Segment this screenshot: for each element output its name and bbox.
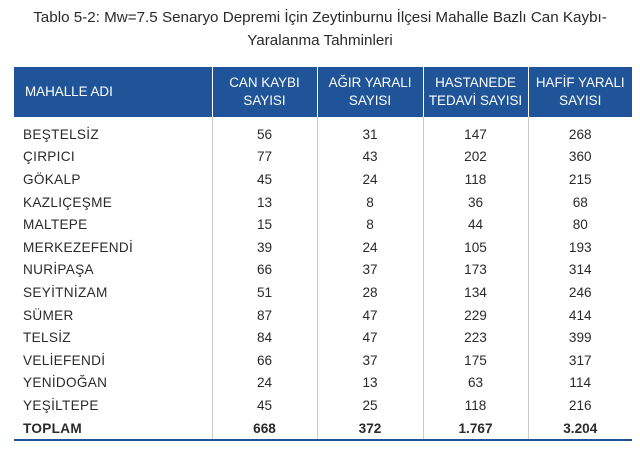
cell-hafif-yarali: 268 [568, 126, 592, 142]
cell-can-kaybi: 66 [212, 348, 318, 372]
total-can-kaybi: 668 [212, 416, 318, 442]
cell-agir-yarali: 37 [317, 258, 424, 282]
cell-hastanede: 118 [423, 394, 529, 417]
table-row: MALTEPE 15 8 44 80 [14, 213, 632, 236]
cell-mahalle: MALTEPE [14, 213, 213, 236]
cell-mahalle: BEŞTELSİZ [14, 117, 213, 146]
cell-hastanede: 173 [423, 258, 529, 282]
cell-hastanede: 202 [423, 145, 529, 169]
total-agir-yarali: 372 [317, 416, 424, 442]
cell-can-kaybi: 84 [212, 326, 318, 349]
table-row: VELİEFENDİ 66 37 175 317 [14, 348, 632, 372]
cell-can-kaybi: 77 [212, 145, 318, 169]
table-row: GÖKALP 45 24 118 215 [14, 168, 632, 191]
cell-hafif-yarali: 414 [568, 307, 592, 323]
cell-can-kaybi: 45 [212, 394, 318, 417]
cell-mahalle: TELSİZ [14, 326, 213, 349]
total-row: TOPLAM 668 372 1.767 3.204 [14, 416, 632, 442]
cell-mahalle: ÇIRPICI [14, 145, 213, 169]
caption-line-2: Yaralanma Tahminleri [247, 32, 393, 49]
cell-agir-yarali: 8 [317, 190, 424, 214]
cell-agir-yarali: 24 [317, 168, 424, 191]
table-row: SEYİTNİZAM 51 28 134 246 [14, 281, 632, 304]
cell-can-kaybi: 39 [212, 235, 318, 259]
cell-agir-yarali: 31 [317, 117, 424, 146]
header-mahalle-adi: MAHALLE ADI [14, 67, 213, 117]
cell-agir-yarali: 28 [317, 281, 424, 304]
cell-agir-yarali: 25 [317, 394, 424, 417]
table-row: BEŞTELSİZ 56 31 147 268 [14, 117, 632, 146]
cell-mahalle: GÖKALP [14, 168, 213, 191]
table-row: YENİDOĞAN 24 13 63 114 [14, 371, 632, 395]
total-hastanede: 1.767 [423, 416, 529, 442]
cell-mahalle: VELİEFENDİ [14, 348, 213, 372]
cell-hastanede: 134 [423, 281, 529, 304]
cell-mahalle: KAZLIÇEŞME [14, 190, 213, 214]
cell-hafif-yarali: 80 [572, 217, 588, 233]
cell-hastanede: 105 [423, 235, 529, 259]
header-hastanede-tedavi: HASTANEDE TEDAVİ SAYISI [423, 67, 529, 117]
cell-hafif-yarali: 215 [568, 171, 592, 187]
table-row: TELSİZ 84 47 223 399 [14, 326, 632, 349]
cell-hafif-yarali: 360 [568, 149, 592, 165]
table-caption: Tablo 5-2: Mw=7.5 Senaryo Depremi İçin Z… [0, 6, 640, 52]
cell-mahalle: SÜMER [14, 303, 213, 327]
cell-hastanede: 44 [423, 213, 529, 236]
total-label: TOPLAM [14, 416, 213, 442]
cell-agir-yarali: 13 [317, 371, 424, 395]
cell-can-kaybi: 13 [212, 190, 318, 214]
cell-hafif-yarali: 246 [568, 284, 592, 300]
table-body: BEŞTELSİZ 56 31 147 268 ÇIRPICI 77 43 20… [14, 117, 632, 442]
table-row: KAZLIÇEŞME 13 8 36 68 [14, 190, 632, 214]
casualty-estimates-table: MAHALLE ADI CAN KAYBI SAYISI AĞIR YARALI S… [14, 67, 632, 442]
table-row: ÇIRPICI 77 43 202 360 [14, 145, 632, 169]
cell-can-kaybi: 87 [212, 303, 318, 327]
caption-line-1: Tablo 5-2: Mw=7.5 Senaryo Depremi İçin Z… [33, 9, 607, 26]
table-header: MAHALLE ADI CAN KAYBI SAYISI AĞIR YARALI S… [14, 67, 632, 117]
cell-agir-yarali: 37 [317, 348, 424, 372]
cell-hafif-yarali: 68 [572, 194, 588, 210]
cell-mahalle: YEŞİLTEPE [14, 394, 213, 417]
cell-can-kaybi: 56 [212, 117, 318, 146]
cell-can-kaybi: 24 [212, 371, 318, 395]
cell-mahalle: MERKEZEFENDİ [14, 235, 213, 259]
cell-hafif-yarali: 114 [569, 375, 592, 391]
cell-hastanede: 118 [423, 168, 529, 191]
cell-mahalle: YENİDOĞAN [14, 371, 213, 395]
cell-can-kaybi: 51 [212, 281, 318, 304]
cell-agir-yarali: 24 [317, 235, 424, 259]
cell-hastanede: 223 [423, 326, 529, 349]
cell-agir-yarali: 8 [317, 213, 424, 236]
header-row: MAHALLE ADI CAN KAYBI SAYISI AĞIR YARALI S… [14, 67, 632, 117]
cell-hafif-yarali: 317 [568, 352, 592, 368]
cell-agir-yarali: 47 [317, 303, 424, 327]
cell-hastanede: 36 [423, 190, 529, 214]
cell-hastanede: 175 [423, 348, 529, 372]
cell-hafif-yarali: 193 [568, 239, 592, 255]
cell-can-kaybi: 66 [212, 258, 318, 282]
header-hafif-yarali: HAFİF YARALI SAYISI [528, 67, 632, 117]
cell-can-kaybi: 45 [212, 168, 318, 191]
cell-hafif-yarali: 314 [568, 262, 592, 278]
cell-mahalle: SEYİTNİZAM [14, 281, 213, 304]
cell-hastanede: 229 [423, 303, 529, 327]
table-row: NURİPAŞA 66 37 173 314 [14, 258, 632, 282]
cell-can-kaybi: 15 [212, 213, 318, 236]
cell-hastanede: 147 [423, 117, 529, 146]
table-row: SÜMER 87 47 229 414 [14, 303, 632, 327]
cell-hafif-yarali: 399 [568, 330, 592, 346]
header-can-kaybi: CAN KAYBI SAYISI [212, 67, 318, 117]
header-agir-yarali: AĞIR YARALI SAYISI [317, 67, 424, 117]
cell-hafif-yarali: 216 [568, 397, 592, 413]
cell-agir-yarali: 47 [317, 326, 424, 349]
cell-hastanede: 63 [423, 371, 529, 395]
total-hafif-yarali: 3.204 [528, 416, 632, 442]
table-row: YEŞİLTEPE 45 25 118 216 [14, 394, 632, 417]
cell-mahalle: NURİPAŞA [14, 258, 213, 282]
cell-agir-yarali: 43 [317, 145, 424, 169]
table-row: MERKEZEFENDİ 39 24 105 193 [14, 235, 632, 259]
